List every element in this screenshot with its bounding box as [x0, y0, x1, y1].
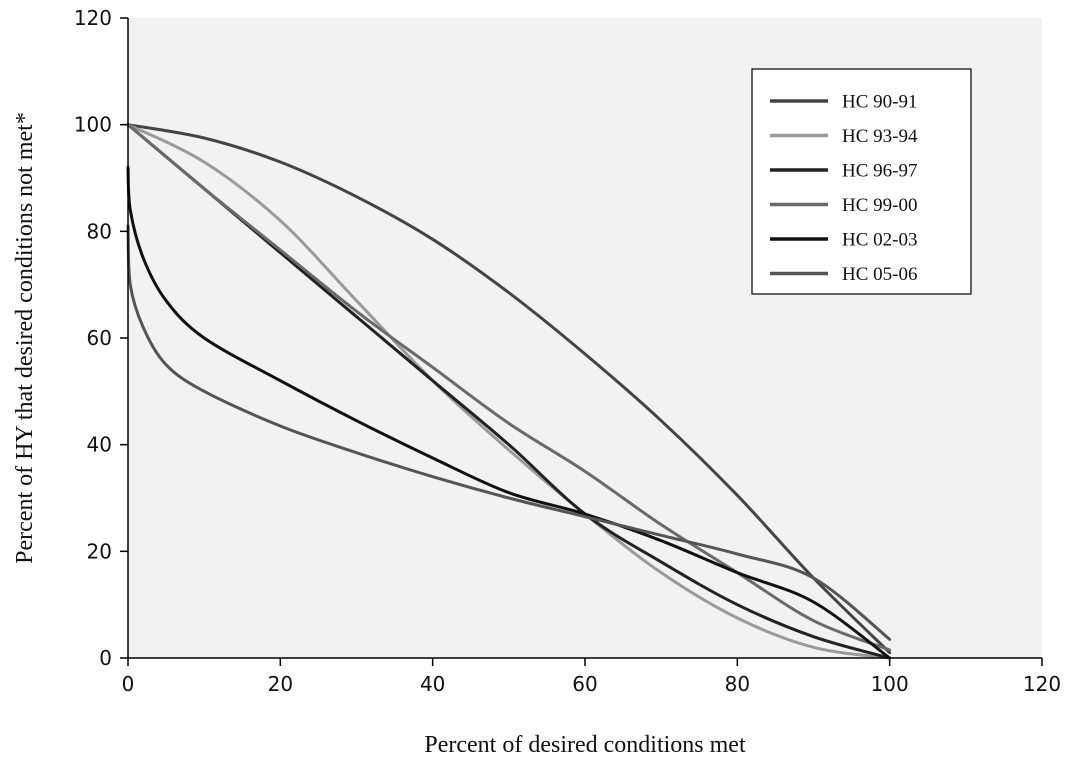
x-tick-label: 80	[725, 672, 750, 696]
y-ticks: 0 20 40 60 80 100 120	[74, 6, 128, 670]
y-axis-title: Percent of HY that desired conditions no…	[12, 112, 38, 564]
x-tick-label: 100	[871, 672, 909, 696]
series-line-6	[126, 224, 892, 641]
series-layer	[126, 123, 892, 660]
legend-label-5: HC 02-03	[842, 230, 917, 251]
x-tick-label: 20	[268, 672, 293, 696]
y-tick-label: 0	[99, 646, 112, 670]
legend-label-3: HC 96-97	[842, 161, 917, 182]
legend-label-6: HC 05-06	[842, 264, 917, 285]
legend-label-4: HC 99-00	[842, 195, 917, 216]
series-line-5	[126, 165, 892, 660]
y-tick-label: 120	[74, 6, 112, 30]
y-tick-label: 40	[87, 433, 112, 457]
y-tick-label: 60	[87, 326, 112, 350]
series-line-2	[126, 123, 892, 660]
x-tick-label: 0	[122, 672, 135, 696]
x-tick-label: 120	[1023, 672, 1061, 696]
legend-box	[751, 68, 972, 295]
legend-label-1: HC 90-91	[842, 92, 917, 113]
y-tick-label: 80	[87, 219, 112, 243]
legend-label-2: HC 93-94	[842, 126, 918, 147]
x-tick-label: 40	[420, 672, 445, 696]
series-line-4	[126, 123, 892, 652]
y-tick-label: 20	[87, 539, 112, 563]
legend: HC 90-91 HC 93-94 HC 96-97 HC 99-00 HC 02-03…	[751, 68, 972, 295]
y-tick-label: 100	[74, 113, 112, 137]
x-tick-label: 60	[572, 672, 597, 696]
x-ticks: 0 20 40 60 80 100 120	[122, 658, 1061, 696]
series-line-1	[126, 123, 892, 655]
x-axis-title: Percent of desired conditions met	[424, 732, 746, 758]
